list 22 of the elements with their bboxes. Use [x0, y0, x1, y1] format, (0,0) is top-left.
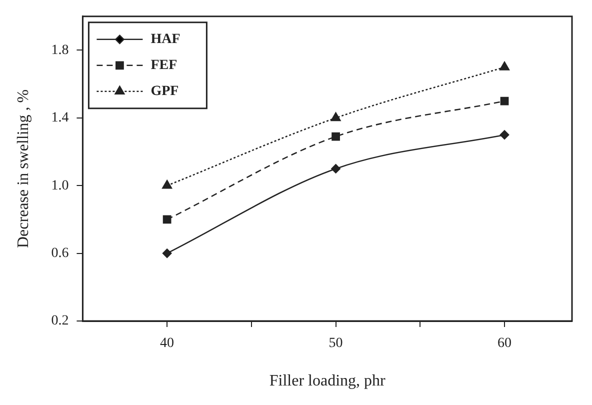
- y-tick-label: 1.0: [51, 178, 69, 194]
- x-tick-label: 40: [160, 336, 174, 352]
- point: [500, 96, 509, 106]
- x-tick-label: 60: [498, 336, 512, 352]
- point: [500, 130, 510, 140]
- y-tick-label: 1.4: [51, 110, 69, 126]
- point: [500, 62, 510, 70]
- y-tick-label: 0.2: [51, 314, 69, 329]
- y-tick-label: 0.6: [51, 246, 69, 261]
- point: [330, 112, 341, 122]
- x-axis-title: Filler loading, phr: [269, 372, 386, 390]
- point: [332, 132, 340, 141]
- x-tick-label: 50: [328, 336, 343, 352]
- legend-label: FEF: [150, 58, 178, 74]
- y-axis-title: Decrease in swelling , %: [14, 89, 32, 248]
- point: [162, 180, 172, 189]
- point: [162, 248, 172, 258]
- y-tick-label: 1.8: [51, 42, 69, 58]
- legend-label: HAF: [150, 32, 180, 48]
- legend-label: GPF: [150, 84, 179, 100]
- point: [162, 215, 172, 224]
- point: [331, 164, 340, 174]
